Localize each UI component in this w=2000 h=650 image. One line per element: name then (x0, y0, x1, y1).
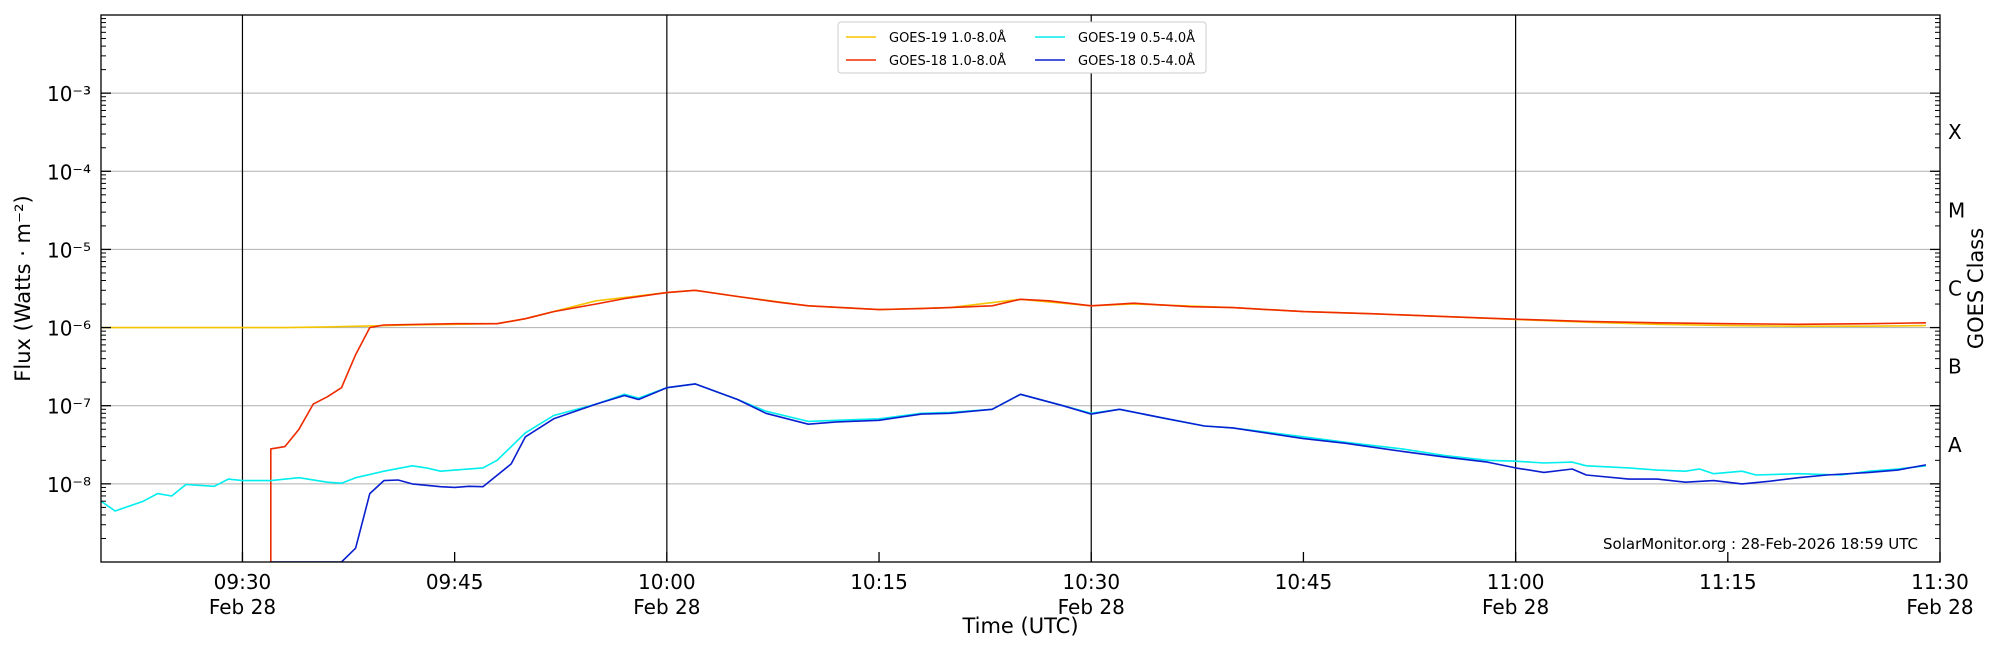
y2-axis-label: GOES Class (1964, 228, 1988, 349)
x-tick-date-label: Feb 28 (209, 595, 276, 619)
x-tick-date-label: Feb 28 (1058, 595, 1125, 619)
y-tick-label: 10⁻⁸ (47, 473, 91, 497)
day-marker-lines (241, 15, 1517, 562)
legend-entry-label: GOES-18 1.0-8.0Å (889, 53, 1006, 69)
series-line-3 (270, 383, 1927, 562)
x-tick-label: 11:15 (1699, 570, 1757, 594)
x-tick-label: 11:30 (1911, 570, 1969, 594)
goes-class-label: A (1948, 433, 1962, 457)
x-tick-label: 11:00 (1487, 570, 1545, 594)
x-tick-label: 10:45 (1275, 570, 1333, 594)
x-tick-label: 10:30 (1062, 570, 1120, 594)
x-tick-date-label: Feb 28 (633, 595, 700, 619)
series-line-2 (101, 383, 1926, 512)
y-tick-label: 10⁻⁶ (47, 317, 91, 341)
x-tick-label: 10:00 (638, 570, 696, 594)
legend-box (837, 21, 1207, 74)
goes-class-label: B (1948, 355, 1962, 379)
y-tick-label: 10⁻⁷ (47, 395, 91, 419)
plot-series (101, 289, 1927, 562)
y-tick-label: 10⁻³ (47, 82, 91, 106)
x-tick-label: 09:30 (214, 570, 272, 594)
x-axis-label: Time (UTC) (961, 614, 1078, 638)
goes-class-label: M (1948, 198, 1965, 222)
legend-entry-label: GOES-18 0.5-4.0Å (1078, 53, 1195, 69)
goes-class-label: X (1948, 120, 1962, 144)
legend-entry-label: GOES-19 1.0-8.0Å (889, 30, 1006, 46)
x-tick-label: 09:45 (426, 570, 484, 594)
plot-frame (100, 14, 1941, 563)
y-axis-label: Flux (Watts · m⁻²) (11, 195, 35, 381)
grid-lines (101, 92, 1940, 485)
goes-class-label: C (1948, 277, 1962, 301)
y-tick-label: 10⁻⁵ (47, 238, 91, 262)
legend: GOES-19 1.0-8.0Å GOES-18 1.0-8.0Å GOES-19 … (837, 21, 1207, 74)
y-tick-label: 10⁻⁴ (47, 160, 91, 184)
series-line-1 (269, 289, 1926, 562)
x-tick-label: 10:15 (850, 570, 908, 594)
x-tick-date-label: Feb 28 (1482, 595, 1549, 619)
x-tick-date-label: Feb 28 (1906, 595, 1973, 619)
legend-entry-label: GOES-19 0.5-4.0Å (1078, 30, 1195, 46)
attribution-text: SolarMonitor.org : 28-Feb-2026 18:59 UTC (1603, 535, 1918, 553)
